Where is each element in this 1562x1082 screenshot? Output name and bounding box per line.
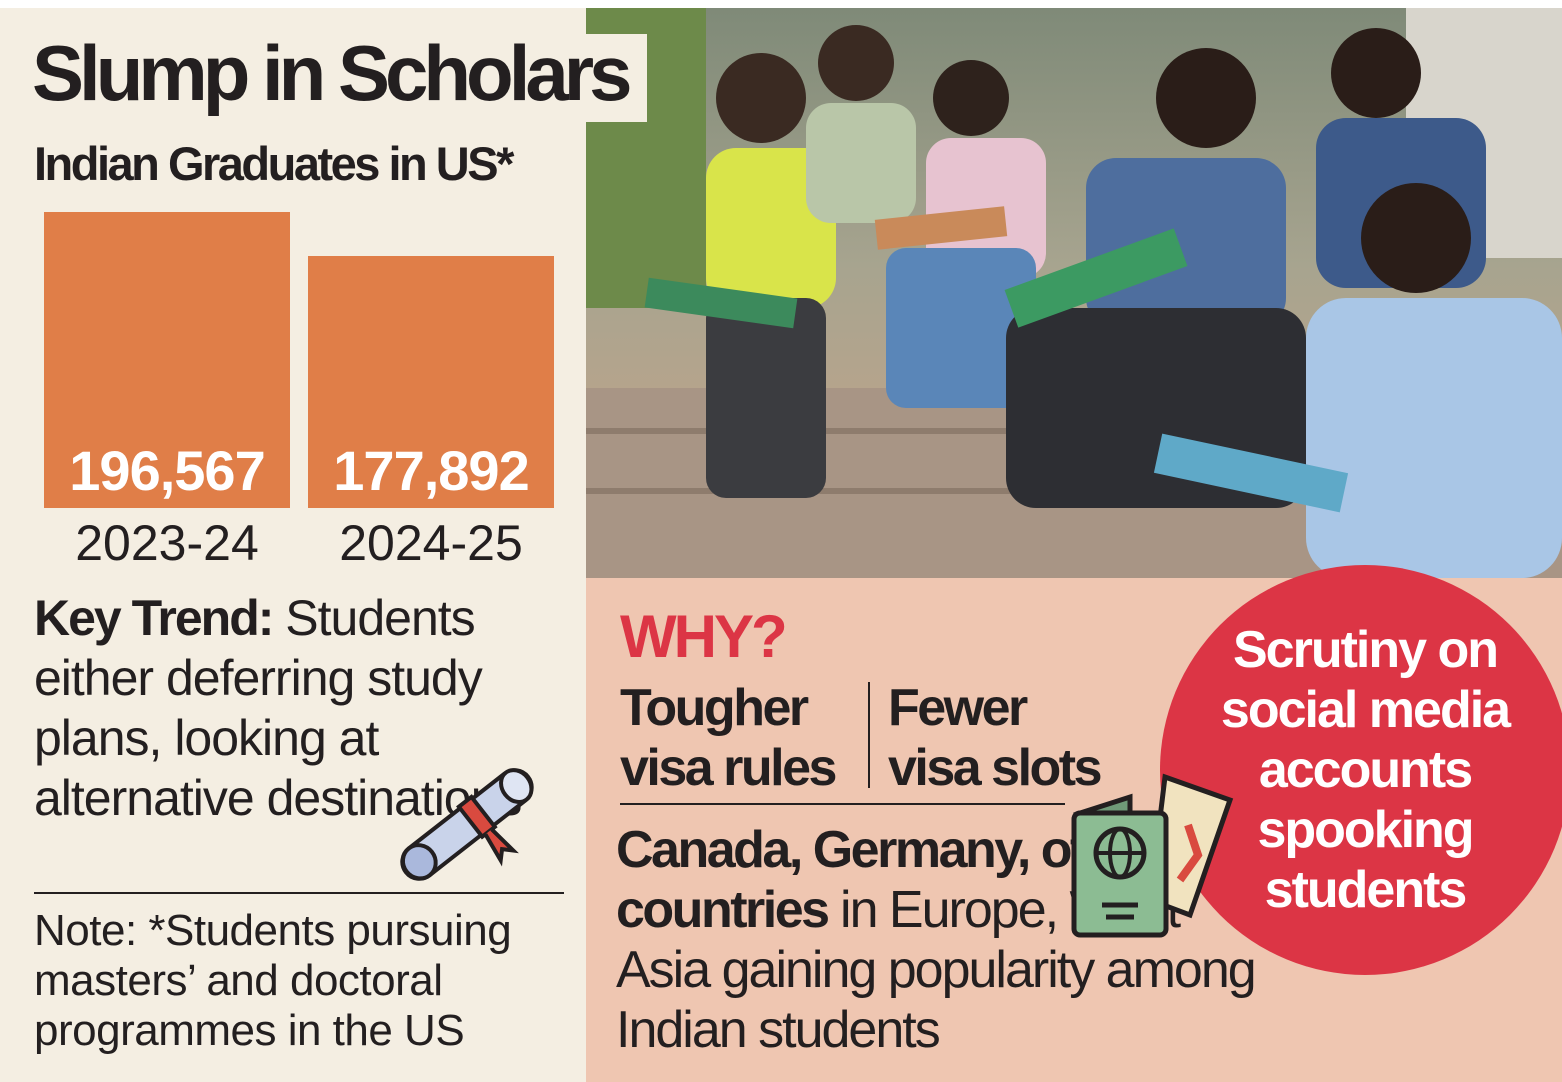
footnote: Note: *Students pursuing masters’ and do… <box>34 906 512 1055</box>
bar-2024-25 <box>308 256 554 508</box>
callout-text: Scrutiny on social media accounts spooki… <box>1220 621 1511 919</box>
divider <box>620 803 1065 805</box>
destinations-bold: Canada, Germany, other countries <box>616 821 1161 939</box>
alternative-destinations: Canada, Germany, other countries in Euro… <box>616 820 1257 1060</box>
chart-subtitle: Indian Graduates in US* <box>34 137 514 190</box>
bar-2023-24 <box>44 212 290 508</box>
category-label: 2024-25 <box>339 515 523 571</box>
callout-circle <box>1160 565 1562 975</box>
left-panel <box>0 8 586 1082</box>
bar-value-label: 177,892 <box>333 439 529 502</box>
destinations-rest: in Europe, West Asia gaining popularity … <box>616 881 1257 1059</box>
passport-icon <box>1071 773 1234 938</box>
why-heading: WHY? <box>620 603 788 670</box>
students-photo <box>586 8 1562 578</box>
divider <box>34 892 564 894</box>
key-trend-label: Key Trend: <box>34 590 274 646</box>
reason-separator <box>868 682 870 788</box>
bar-value-label: 196,567 <box>69 439 265 502</box>
key-trend: Key Trend: Students either deferring stu… <box>34 588 554 828</box>
page-title: Slump in Scholars <box>32 34 648 122</box>
reason-tougher-visa-rules: Tougher visa rules <box>620 679 837 797</box>
students-photo-illustration <box>586 8 1562 578</box>
reason-fewer-visa-slots: Fewer visa slots <box>888 679 1103 797</box>
key-trend-text: Students either deferring study plans, l… <box>34 590 522 826</box>
diploma-scroll-icon <box>400 768 534 881</box>
category-label: 2023-24 <box>75 515 259 571</box>
